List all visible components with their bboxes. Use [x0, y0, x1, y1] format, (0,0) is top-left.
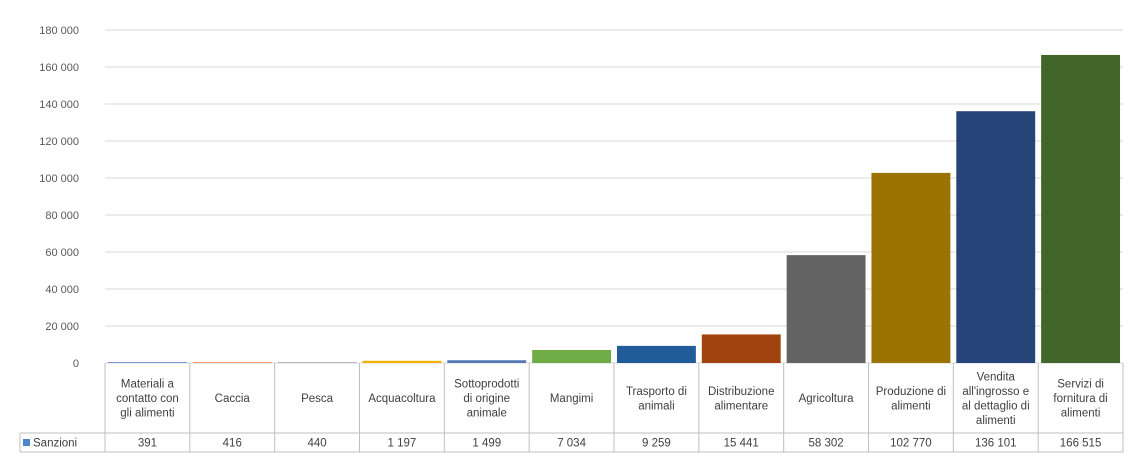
y-tick-label: 20 000: [45, 321, 79, 333]
data-table: Materiali a contatto con gli alimenti Cacci…: [20, 363, 1123, 452]
data-value-label: 15 441: [724, 438, 759, 450]
y-tick-label: 120 000: [39, 136, 79, 148]
category-label: Produzione di: [876, 386, 946, 398]
category-label: Trasporto di: [626, 386, 687, 398]
category-label: gli alimenti: [120, 408, 174, 420]
data-value-label: 58 302: [808, 438, 843, 450]
category-label: Acquacoltura: [368, 393, 436, 405]
category-label: al dettaglio di: [962, 400, 1030, 412]
category-label: Pesca: [301, 393, 334, 405]
y-tick-label: 100 000: [39, 173, 79, 185]
data-value-label: 416: [223, 438, 242, 450]
category-label: di origine: [463, 393, 510, 405]
category-label: Vendita: [977, 371, 1016, 383]
bar: [702, 334, 781, 363]
category-label: all'ingrosso e: [962, 386, 1029, 398]
bar: [447, 360, 526, 363]
data-value-label: 1 499: [472, 438, 501, 450]
data-value-label: 102 770: [890, 438, 932, 450]
category-label: Servizi di: [1057, 379, 1104, 391]
category-label: alimenti: [891, 400, 931, 412]
y-tick-label: 80 000: [45, 210, 79, 222]
y-axis: 0 20 000 40 000 60 000 80 000 100 000 120 000 1…: [39, 25, 79, 370]
data-value-label: 440: [307, 438, 326, 450]
data-value-label: 9 259: [642, 438, 671, 450]
series-name: Sanzioni: [33, 438, 77, 450]
legend-key: [23, 439, 30, 446]
category-label: animali: [638, 400, 674, 412]
data-value-label: 166 515: [1060, 438, 1102, 450]
category-label: Materiali a: [121, 379, 175, 391]
category-label: alimentare: [714, 400, 768, 412]
bar: [956, 111, 1035, 363]
y-tick-label: 140 000: [39, 99, 79, 111]
bar: [278, 362, 357, 363]
bar: [532, 350, 611, 363]
y-tick-label: 0: [73, 358, 79, 370]
category-label: Agricoltura: [799, 393, 855, 405]
data-value-label: 136 101: [975, 438, 1017, 450]
data-value-label: 1 197: [388, 438, 417, 450]
bar: [193, 362, 272, 363]
bar: [787, 255, 866, 363]
data-value-label: 7 034: [557, 438, 586, 450]
y-tick-label: 160 000: [39, 62, 79, 74]
bar: [871, 173, 950, 363]
category-label: Caccia: [215, 393, 251, 405]
category-label: Distribuzione: [708, 386, 774, 398]
bar: [362, 361, 441, 363]
category-label: Mangimi: [550, 393, 593, 405]
bar: [1041, 55, 1120, 363]
bar: [617, 346, 696, 363]
data-value-label: 391: [138, 438, 157, 450]
category-label: alimenti: [1061, 408, 1101, 420]
category-label: alimenti: [976, 415, 1016, 427]
category-label: animale: [467, 408, 507, 420]
category-label: contatto con: [116, 393, 179, 405]
y-tick-label: 180 000: [39, 25, 79, 37]
category-label: Sottoprodotti: [454, 379, 519, 391]
y-tick-label: 40 000: [45, 284, 79, 296]
category-label: fornitura di: [1053, 393, 1107, 405]
y-tick-label: 60 000: [45, 247, 79, 259]
bar: [108, 362, 187, 363]
bars: [108, 55, 1120, 363]
